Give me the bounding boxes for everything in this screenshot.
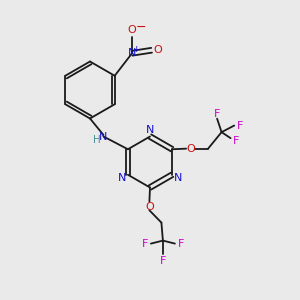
Text: N: N: [146, 125, 154, 135]
Text: O: O: [187, 144, 195, 154]
Text: F: F: [237, 121, 243, 130]
Text: −: −: [135, 21, 146, 34]
Text: O: O: [145, 202, 154, 212]
Text: F: F: [178, 238, 184, 249]
Text: F: F: [142, 238, 148, 249]
Text: F: F: [160, 256, 166, 266]
Text: N: N: [118, 173, 126, 183]
Text: H: H: [93, 135, 101, 146]
Text: N: N: [128, 48, 136, 58]
Text: O: O: [128, 25, 136, 35]
Text: F: F: [214, 109, 220, 119]
Text: N: N: [174, 173, 182, 183]
Text: +: +: [133, 45, 140, 54]
Text: N: N: [99, 132, 108, 142]
Text: F: F: [233, 136, 239, 146]
Text: O: O: [153, 45, 162, 55]
